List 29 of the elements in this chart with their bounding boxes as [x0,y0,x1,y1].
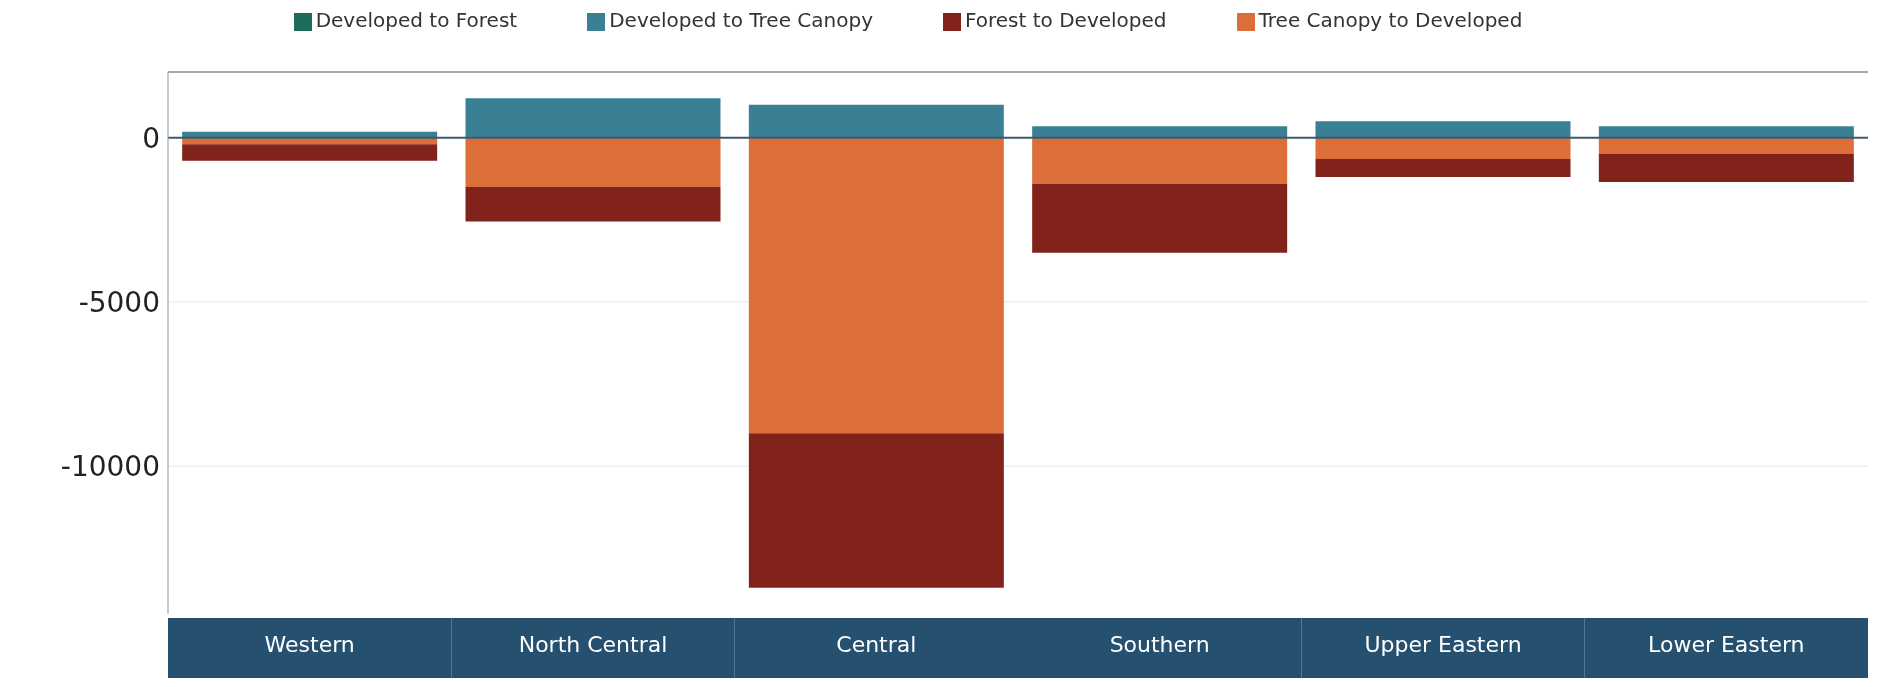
legend-label: Developed to Tree Canopy [609,8,873,32]
bar [1032,183,1288,253]
bar [748,137,1004,434]
bar [748,433,1004,588]
bar [182,144,438,161]
x-tick-label: Upper Eastern [1364,632,1522,657]
bar [1598,137,1854,155]
bar [465,186,721,222]
x-tick-label: North Central [518,632,668,657]
bar [1315,159,1571,178]
y-tick-label: -5000 [78,285,160,319]
bar [465,137,721,187]
bar [1032,137,1288,184]
y-tick-label: 0 [142,121,160,155]
legend-label: Tree Canopy to Developed [1258,8,1523,32]
bar [748,104,1004,138]
y-tick-label: -10000 [60,450,160,484]
x-tick-label: Central [836,632,917,657]
bar [1032,126,1288,138]
x-tick-label: Western [264,632,355,657]
bar [465,98,721,138]
bar [1315,137,1571,160]
x-tick-label: Lower Eastern [1648,632,1805,657]
legend-label: Developed to Forest [315,8,518,32]
bar [1598,154,1854,183]
bar [1598,126,1854,138]
bar [1315,121,1571,138]
x-tick-label: Southern [1109,632,1210,657]
legend-label: Forest to Developed [965,8,1167,32]
